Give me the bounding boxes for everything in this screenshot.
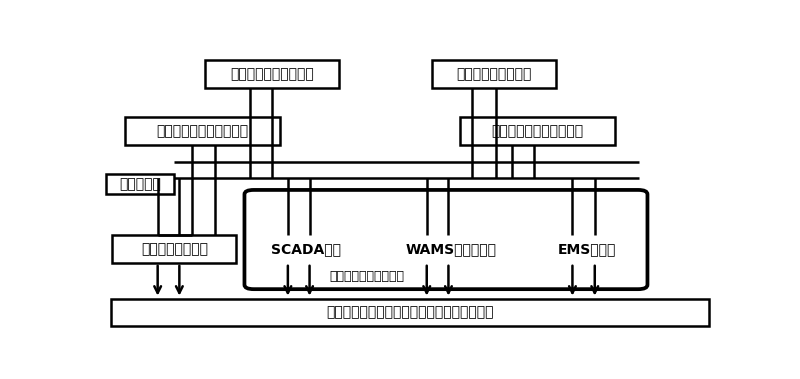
Text: 中长期安全分析系统: 中长期安全分析系统 — [456, 67, 531, 81]
FancyBboxPatch shape — [432, 60, 556, 88]
FancyBboxPatch shape — [266, 235, 346, 263]
FancyBboxPatch shape — [459, 117, 614, 145]
Text: 高速数据网: 高速数据网 — [119, 177, 162, 191]
Text: WAMS采集子系统: WAMS采集子系统 — [405, 242, 496, 256]
FancyBboxPatch shape — [206, 60, 338, 88]
FancyBboxPatch shape — [111, 299, 709, 326]
FancyBboxPatch shape — [390, 235, 511, 263]
Text: 实时数字仿真系统: 实时数字仿真系统 — [141, 242, 208, 256]
FancyBboxPatch shape — [106, 174, 174, 194]
Text: 动态安全分析预警系统: 动态安全分析预警系统 — [230, 67, 314, 81]
FancyBboxPatch shape — [551, 235, 622, 263]
FancyBboxPatch shape — [125, 117, 280, 145]
FancyBboxPatch shape — [112, 235, 237, 263]
FancyBboxPatch shape — [245, 190, 647, 289]
Text: 大电网安全沙盘推演系统: 大电网安全沙盘推演系统 — [156, 124, 248, 138]
Text: 电力调度实时监控数据的分层交换与控制方法: 电力调度实时监控数据的分层交换与控制方法 — [326, 305, 494, 319]
Text: 大电网广域分析保护系统: 大电网广域分析保护系统 — [491, 124, 583, 138]
Text: EMS子系统: EMS子系统 — [558, 242, 616, 256]
Text: 电力调度实时监控系统: 电力调度实时监控系统 — [329, 269, 404, 282]
Text: SCADA系统: SCADA系统 — [271, 242, 342, 256]
